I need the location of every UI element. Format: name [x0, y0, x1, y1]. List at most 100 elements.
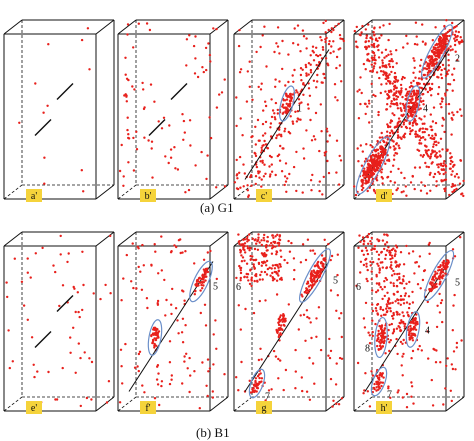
- fracture-path: [128, 261, 214, 392]
- event-dot: [122, 277, 125, 280]
- event-dot: [132, 136, 135, 140]
- event-dot: [168, 124, 171, 127]
- event-dot: [371, 69, 374, 72]
- panel-label: d': [381, 191, 388, 202]
- cluster-dot: [372, 161, 375, 164]
- cluster-dot: [382, 150, 385, 153]
- event-dot: [318, 189, 321, 193]
- event-dot: [384, 276, 387, 280]
- event-dot: [373, 34, 376, 37]
- event-dot: [258, 241, 261, 244]
- event-dot: [376, 302, 380, 306]
- event-dot: [374, 94, 377, 98]
- event-dot: [6, 295, 9, 299]
- event-dot: [431, 134, 434, 137]
- event-dot: [369, 260, 372, 263]
- event-dot: [274, 173, 277, 177]
- event-dot: [141, 384, 144, 387]
- event-dot: [131, 85, 134, 88]
- event-dot: [394, 300, 397, 303]
- event-dot: [431, 151, 434, 154]
- event-dot: [420, 78, 424, 81]
- event-dot: [182, 119, 186, 123]
- event-dot: [328, 356, 332, 360]
- cluster-dot: [442, 259, 446, 263]
- event-dot: [436, 163, 439, 166]
- event-dot: [330, 27, 333, 30]
- event-dot: [250, 184, 253, 187]
- event-dot: [104, 283, 107, 287]
- event-dot: [263, 270, 267, 274]
- event-dot: [263, 163, 266, 166]
- event-dot: [426, 71, 430, 75]
- event-dot: [366, 235, 369, 239]
- event-dot: [457, 40, 461, 44]
- event-dot: [366, 105, 369, 108]
- event-dot: [184, 324, 187, 327]
- event-dot: [388, 131, 392, 135]
- event-dot: [174, 167, 177, 170]
- event-dot: [359, 144, 362, 147]
- event-dot: [287, 80, 290, 84]
- event-dot: [400, 125, 403, 128]
- event-dot: [248, 60, 251, 63]
- event-dot: [335, 171, 338, 174]
- event-dot: [310, 139, 314, 142]
- event-dot: [283, 175, 287, 178]
- event-dot: [402, 263, 406, 266]
- event-dot: [136, 365, 139, 368]
- event-dot: [175, 245, 178, 249]
- event-dot: [440, 299, 444, 302]
- event-dot: [321, 48, 325, 51]
- cluster-dot: [278, 319, 282, 323]
- event-dot: [181, 113, 184, 116]
- event-dot: [401, 342, 404, 345]
- event-dot: [441, 63, 445, 67]
- cluster-dot: [379, 381, 383, 384]
- event-dot: [325, 127, 329, 130]
- event-dot: [291, 120, 294, 123]
- event-dot: [267, 389, 271, 392]
- event-dot: [270, 98, 273, 101]
- event-dot: [211, 396, 214, 399]
- event-dot: [399, 102, 402, 105]
- event-dot: [291, 74, 294, 77]
- event-dot: [370, 278, 373, 281]
- event-dot: [415, 123, 419, 126]
- event-dot: [314, 111, 318, 115]
- event-dot: [268, 165, 271, 168]
- cluster-dot: [313, 277, 316, 280]
- event-dot: [257, 233, 260, 236]
- cluster-dot: [277, 318, 281, 321]
- event-dot: [335, 402, 338, 405]
- event-dot: [118, 169, 122, 173]
- event-dot: [275, 250, 279, 254]
- event-dot: [149, 83, 153, 86]
- event-dot: [427, 148, 430, 152]
- event-dot: [398, 272, 401, 275]
- event-dot: [371, 50, 375, 54]
- cluster-dot: [380, 324, 384, 327]
- event-dot: [281, 67, 284, 71]
- event-dot: [402, 46, 405, 49]
- box-edge: [445, 231, 465, 247]
- event-dot: [164, 155, 167, 158]
- cluster-dot: [364, 179, 368, 183]
- event-dot: [422, 269, 426, 273]
- event-dot: [269, 274, 272, 277]
- event-dot: [372, 30, 375, 34]
- event-dot: [355, 45, 358, 48]
- event-dot: [405, 244, 408, 248]
- event-dot: [353, 185, 356, 188]
- event-dot: [367, 242, 370, 245]
- cluster-dot: [321, 264, 324, 268]
- event-dot: [392, 282, 395, 285]
- box-edge: [209, 396, 229, 412]
- cluster-dot: [279, 314, 282, 317]
- box-edge: [95, 184, 115, 200]
- event-dot: [368, 334, 371, 337]
- event-dot: [451, 329, 454, 332]
- event-dot: [193, 262, 196, 265]
- event-dot: [7, 329, 10, 332]
- event-dot: [262, 109, 265, 112]
